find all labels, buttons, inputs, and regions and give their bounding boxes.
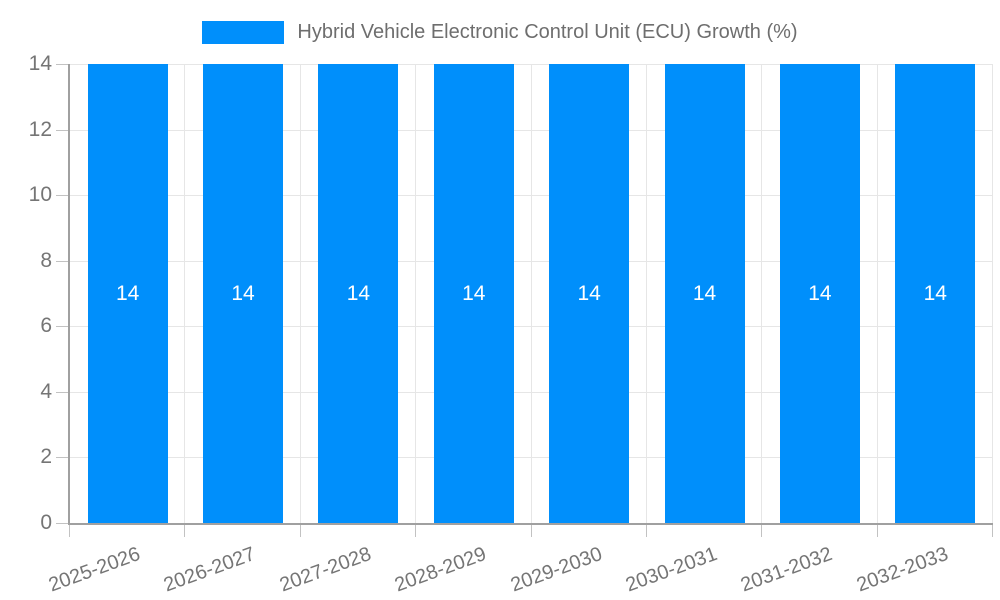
y-axis-tick <box>56 64 68 65</box>
y-axis-tick-label: 6 <box>40 314 52 338</box>
y-axis-tick <box>56 260 68 262</box>
x-axis-category-label: 2032-2033 <box>853 543 951 597</box>
x-axis-line <box>68 523 993 525</box>
y-gridline <box>70 260 993 262</box>
bar-value-label: 14 <box>692 281 717 305</box>
x-axis-tick <box>761 525 763 537</box>
x-boundary-gridline <box>761 64 763 523</box>
y-axis-tick <box>56 326 68 328</box>
bar-value-label: 14 <box>231 281 255 305</box>
bar-2027-2028[interactable]: 14 <box>318 64 399 523</box>
y-axis-tick-label: 10 <box>28 183 52 207</box>
y-axis-tick <box>56 523 68 524</box>
y-axis-tick <box>56 457 68 459</box>
bar-value-label: 14 <box>116 281 140 305</box>
x-axis-tick <box>530 525 532 537</box>
x-boundary-gridline <box>184 64 186 523</box>
y-axis-line <box>68 64 70 523</box>
bar-2028-2029[interactable]: 14 <box>433 64 514 523</box>
x-boundary-gridline <box>645 64 647 523</box>
y-axis-tick-label: 4 <box>40 379 52 403</box>
x-boundary-gridline <box>992 64 993 523</box>
y-axis-tick-label: 0 <box>40 511 52 534</box>
y-axis-tick-label: 14 <box>28 52 52 75</box>
bar-value-label: 14 <box>808 281 832 305</box>
x-boundary-gridline <box>299 64 301 523</box>
x-axis-tick <box>992 525 993 537</box>
bar-2025-2026[interactable]: 14 <box>87 64 168 523</box>
y-axis-tick-label: 2 <box>40 445 52 469</box>
y-gridline <box>70 391 993 393</box>
legend-series-label: Hybrid Vehicle Electronic Control Unit (… <box>297 20 798 43</box>
y-gridline <box>70 457 993 459</box>
x-axis-tick <box>876 525 878 537</box>
bar-2030-2031[interactable]: 14 <box>664 64 745 523</box>
y-gridline <box>70 326 993 328</box>
y-axis-tick <box>56 391 68 393</box>
x-axis-tick <box>184 525 186 537</box>
plot-area: 0 2 4 6 8 10 12 14 14 2025-2026 14 2026-2027 14 2027-… <box>29 52 993 596</box>
y-axis-tick-label: 12 <box>28 117 52 141</box>
bar-2031-2032[interactable]: 14 <box>779 64 860 523</box>
x-axis-tick <box>69 525 70 537</box>
bar-2026-2027[interactable]: 14 <box>203 64 284 523</box>
x-boundary-gridline <box>415 64 417 523</box>
legend[interactable]: Hybrid Vehicle Electronic Control Unit (… <box>0 12 1000 52</box>
x-axis-tick <box>299 525 301 537</box>
bar-2032-2033[interactable]: 14 <box>895 64 976 523</box>
bar-value-label: 14 <box>577 281 601 305</box>
x-axis-tick <box>645 525 647 537</box>
bar-value-label: 14 <box>462 281 486 305</box>
y-axis-tick <box>56 195 68 197</box>
y-axis-tick-label: 8 <box>40 248 52 272</box>
bar-value-label: 14 <box>923 281 947 305</box>
bar-2029-2030[interactable]: 14 <box>549 64 630 523</box>
x-boundary-gridline <box>876 64 878 523</box>
legend-swatch-icon <box>202 20 285 44</box>
x-axis-tick <box>415 525 417 537</box>
y-gridline <box>70 195 993 197</box>
bar-value-label: 14 <box>346 281 371 305</box>
y-gridline <box>70 64 993 65</box>
y-gridline <box>70 129 993 131</box>
y-axis-tick <box>56 129 68 131</box>
x-boundary-gridline <box>530 64 532 523</box>
